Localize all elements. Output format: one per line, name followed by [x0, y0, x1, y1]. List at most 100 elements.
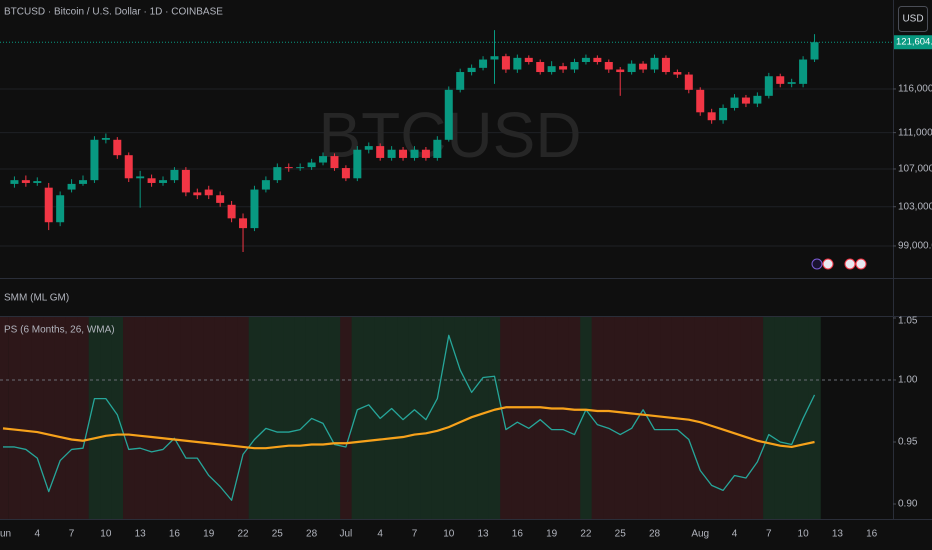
regime-band	[100, 317, 113, 520]
regime-band	[808, 317, 821, 520]
y-tick-label: 107,000.00	[898, 164, 932, 175]
candle-body	[810, 42, 819, 60]
x-tick-label: 13	[135, 529, 147, 540]
regime-band	[477, 317, 490, 520]
regime-band	[774, 317, 787, 520]
regime-band	[785, 317, 798, 520]
regime-band	[763, 317, 776, 520]
candle-body	[764, 76, 773, 96]
x-tick-label: 7	[766, 529, 772, 540]
regime-band	[283, 317, 295, 520]
regime-band	[591, 317, 604, 520]
x-tick-label: 13	[832, 529, 844, 540]
candle-body	[433, 139, 442, 158]
x-tick-label: 10	[798, 529, 810, 540]
candle-body	[101, 137, 110, 140]
regime-band	[580, 317, 593, 520]
x-tick-label: 10	[443, 529, 455, 540]
y-tick-label: 0.90	[898, 499, 918, 510]
regime-band	[8, 317, 21, 520]
event-icons	[811, 258, 867, 270]
x-tick-label: 16	[512, 529, 524, 540]
candle-body	[239, 218, 248, 229]
candle-body	[307, 162, 316, 168]
regime-band	[694, 317, 707, 520]
regime-band	[728, 317, 741, 520]
candle-body	[479, 59, 488, 68]
series-line	[2, 406, 815, 450]
x-tick-label: 13	[477, 529, 489, 540]
regime-band	[465, 317, 478, 520]
regime-band	[488, 317, 501, 520]
x-tick-label: 10	[100, 529, 112, 540]
y-tick-label: 116,000.00	[898, 84, 932, 95]
regime-band	[523, 317, 535, 520]
underlay	[0, 88, 893, 520]
regime-band	[20, 317, 33, 520]
x-tick-label: 7	[412, 529, 418, 540]
candle-body	[227, 204, 236, 219]
candle-body	[250, 189, 259, 229]
x-tick-label: Aug	[691, 529, 709, 540]
regime-band	[214, 317, 227, 520]
currency-label[interactable]: USD	[902, 14, 923, 25]
candle-body	[376, 146, 385, 158]
regime-band	[397, 317, 410, 520]
y-tick-label: 103,000.00	[898, 201, 932, 212]
candle-body	[341, 168, 350, 179]
candle-body	[753, 95, 762, 104]
candle-body	[136, 176, 145, 179]
regime-band	[65, 317, 78, 520]
candle-body	[627, 63, 636, 73]
candle-body	[444, 89, 453, 140]
x-tick-label: Jun	[0, 529, 11, 540]
event-icon[interactable]	[811, 258, 823, 270]
regime-band	[625, 317, 638, 520]
candle-body	[776, 76, 785, 84]
regime-band	[328, 317, 341, 520]
regime-band	[408, 317, 421, 520]
candle-body	[147, 178, 156, 183]
y-tick-label: 0.95	[898, 437, 918, 448]
x-tick-label: 28	[306, 529, 318, 540]
event-icon[interactable]	[855, 258, 867, 270]
regime-band	[168, 317, 181, 520]
x-tick-label: 7	[69, 529, 75, 540]
regime-band	[740, 317, 753, 520]
indicator-title: PS (6 Months, 26, WMA)	[4, 325, 115, 336]
regime-band	[237, 317, 250, 520]
candle-body	[181, 169, 190, 193]
y-tick-label: 111,000.00	[898, 127, 932, 138]
event-icon[interactable]	[844, 258, 856, 270]
x-tick-label: 25	[272, 529, 284, 540]
candle-body	[581, 57, 590, 63]
candle-body	[593, 57, 602, 63]
x-tick-label: Jul	[340, 529, 353, 540]
regime-band	[614, 317, 627, 520]
candle-body	[741, 97, 750, 104]
candle-body	[513, 57, 522, 70]
regime-band	[717, 317, 730, 520]
regime-band	[77, 317, 90, 520]
candle-body	[330, 156, 339, 169]
candle-body	[44, 187, 53, 223]
currency-button[interactable]	[898, 6, 928, 32]
candle-body	[696, 89, 705, 113]
candle-body	[559, 66, 568, 70]
candle-body	[730, 97, 739, 108]
candle-body	[261, 180, 270, 190]
regime-band	[271, 317, 284, 520]
regime-band	[454, 317, 467, 520]
regime-band	[351, 317, 364, 520]
candle-body	[90, 139, 99, 181]
regime-band	[557, 317, 570, 520]
regime-band	[431, 317, 444, 520]
regime-band	[43, 317, 55, 520]
event-icon[interactable]	[822, 258, 834, 270]
regime-band	[225, 317, 238, 520]
candle-body	[604, 62, 613, 70]
regime-band	[545, 317, 558, 520]
regime-band	[248, 317, 261, 520]
